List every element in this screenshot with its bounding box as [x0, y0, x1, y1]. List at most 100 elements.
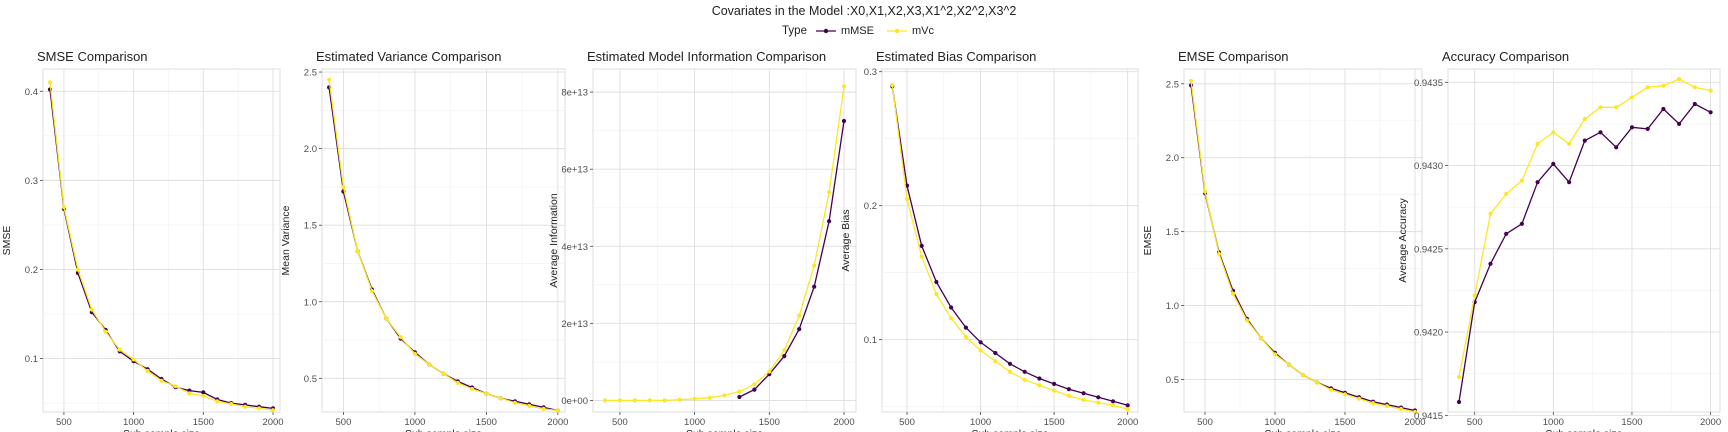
plot-border	[1447, 68, 1721, 413]
y-tick-label: 0.1	[25, 354, 38, 365]
series-line-mmse	[328, 87, 559, 412]
data-point-mmse	[934, 279, 939, 285]
legend-label-mmse: mMSE	[840, 25, 874, 37]
y-tick-label: 4e+13	[561, 242, 588, 253]
data-point-mvc	[1286, 362, 1292, 367]
legend-key-point	[894, 28, 900, 34]
data-point-mvc	[841, 84, 847, 89]
data-point-mvc	[229, 401, 234, 407]
chart-title: SMSE Comparison	[37, 49, 148, 64]
x-tick-label: 500	[1467, 417, 1483, 428]
data-point-mvc	[441, 371, 446, 376]
figure-title: Covariates in the Model :X0,X1,X2,X3,X1^…	[711, 4, 1017, 18]
data-point-mmse	[1125, 403, 1130, 408]
data-point-mmse	[827, 219, 832, 224]
data-point-mvc	[484, 391, 489, 396]
data-point-mvc	[949, 316, 954, 321]
data-point-mmse	[1645, 126, 1650, 131]
x-tick-label: 2000	[1700, 417, 1721, 428]
x-tick-label: 1500	[1044, 417, 1065, 428]
x-axis-label: Sub sample size	[1264, 428, 1341, 432]
x-tick-label: 1500	[1334, 417, 1355, 428]
data-point-mmse	[1614, 145, 1619, 150]
chart-title: Accuracy Comparison	[1442, 49, 1569, 64]
x-tick-label: 1000	[970, 417, 991, 428]
data-point-mvc	[737, 389, 742, 394]
data-point-mvc	[61, 205, 66, 210]
data-point-mvc	[1356, 396, 1362, 401]
x-tick-label: 1500	[476, 417, 497, 428]
data-point-mvc	[1314, 380, 1320, 385]
data-point-mmse	[1519, 221, 1524, 226]
data-point-mmse	[1081, 391, 1086, 396]
series-line-mvc	[891, 85, 1128, 410]
data-point-mvc	[993, 359, 998, 364]
legend-label-mvc: mVc	[911, 25, 934, 37]
data-point-mvc	[919, 254, 924, 259]
y-tick-label: 2.0	[304, 144, 317, 155]
y-tick-label: 1.0	[1166, 301, 1179, 312]
y-tick-label: 0.5	[1166, 375, 1179, 386]
data-point-mvc	[692, 396, 697, 401]
data-point-mvc	[1708, 88, 1713, 93]
data-point-mvc	[1677, 76, 1682, 82]
data-point-mvc	[1629, 95, 1635, 100]
chart-panel-2: Estimated Variance Comparison 500 1000 1500…	[280, 49, 568, 432]
x-tick-label: 500	[612, 417, 628, 428]
data-point-mmse	[752, 387, 757, 392]
data-point-mmse	[1052, 381, 1057, 386]
series-line-mmse	[891, 86, 1128, 406]
data-point-mvc	[1472, 293, 1477, 298]
data-point-mmse	[963, 325, 969, 330]
data-point-mvc	[1551, 130, 1556, 135]
chart-title: Estimated Bias Comparison	[876, 49, 1036, 64]
x-tick-label: 500	[336, 417, 352, 428]
data-point-mmse	[1007, 361, 1013, 366]
data-point-mvc	[767, 369, 772, 374]
data-point-mvc	[498, 396, 503, 401]
data-point-mvc	[512, 400, 518, 405]
data-point-mvc	[677, 397, 682, 402]
data-point-mvc	[1412, 409, 1418, 415]
data-point-mmse	[978, 340, 983, 345]
y-tick-label: 0.9430	[1414, 161, 1443, 172]
data-point-mvc	[602, 398, 608, 403]
data-point-mmse	[1692, 101, 1697, 107]
data-point-mvc	[1081, 397, 1086, 402]
y-tick-label: 2.0	[1166, 153, 1179, 164]
data-point-mvc	[201, 393, 206, 399]
data-point-mvc	[327, 77, 332, 82]
y-tick-label: 8e+13	[561, 88, 588, 99]
series-line-mvc	[1190, 80, 1416, 413]
data-point-mvc	[662, 398, 667, 403]
data-point-mmse	[1661, 106, 1666, 112]
data-point-mvc	[797, 313, 802, 318]
data-point-mvc	[1007, 369, 1013, 374]
x-axis-label: Sub sample size	[123, 428, 200, 432]
x-tick-label: 1000	[684, 417, 705, 428]
data-point-mmse	[1066, 387, 1071, 392]
data-point-mvc	[617, 398, 623, 403]
data-point-mvc	[555, 408, 561, 413]
data-point-mvc	[1582, 116, 1587, 122]
x-tick-label: 2000	[547, 417, 568, 428]
data-point-mvc	[187, 391, 192, 396]
legend-key-mmse-icon	[815, 28, 836, 34]
y-tick-label: 0.2	[25, 265, 38, 276]
y-tick-label: 0.9420	[1414, 328, 1443, 339]
data-point-mvc	[1188, 78, 1194, 83]
data-point-mmse	[1022, 369, 1027, 374]
chart-panel-3: Estimated Model Information Comparison 50…	[548, 49, 857, 432]
data-point-mvc	[1328, 387, 1334, 392]
data-point-mvc	[827, 190, 832, 195]
y-tick-label: 6e+13	[561, 165, 588, 176]
legend-key-point	[823, 28, 829, 34]
x-tick-label: 1000	[1543, 417, 1564, 428]
data-point-mvc	[1022, 377, 1027, 382]
y-tick-label: 0.3	[25, 176, 38, 187]
data-point-mmse	[919, 243, 924, 248]
data-point-mvc	[243, 404, 248, 409]
data-point-mvc	[257, 406, 262, 411]
